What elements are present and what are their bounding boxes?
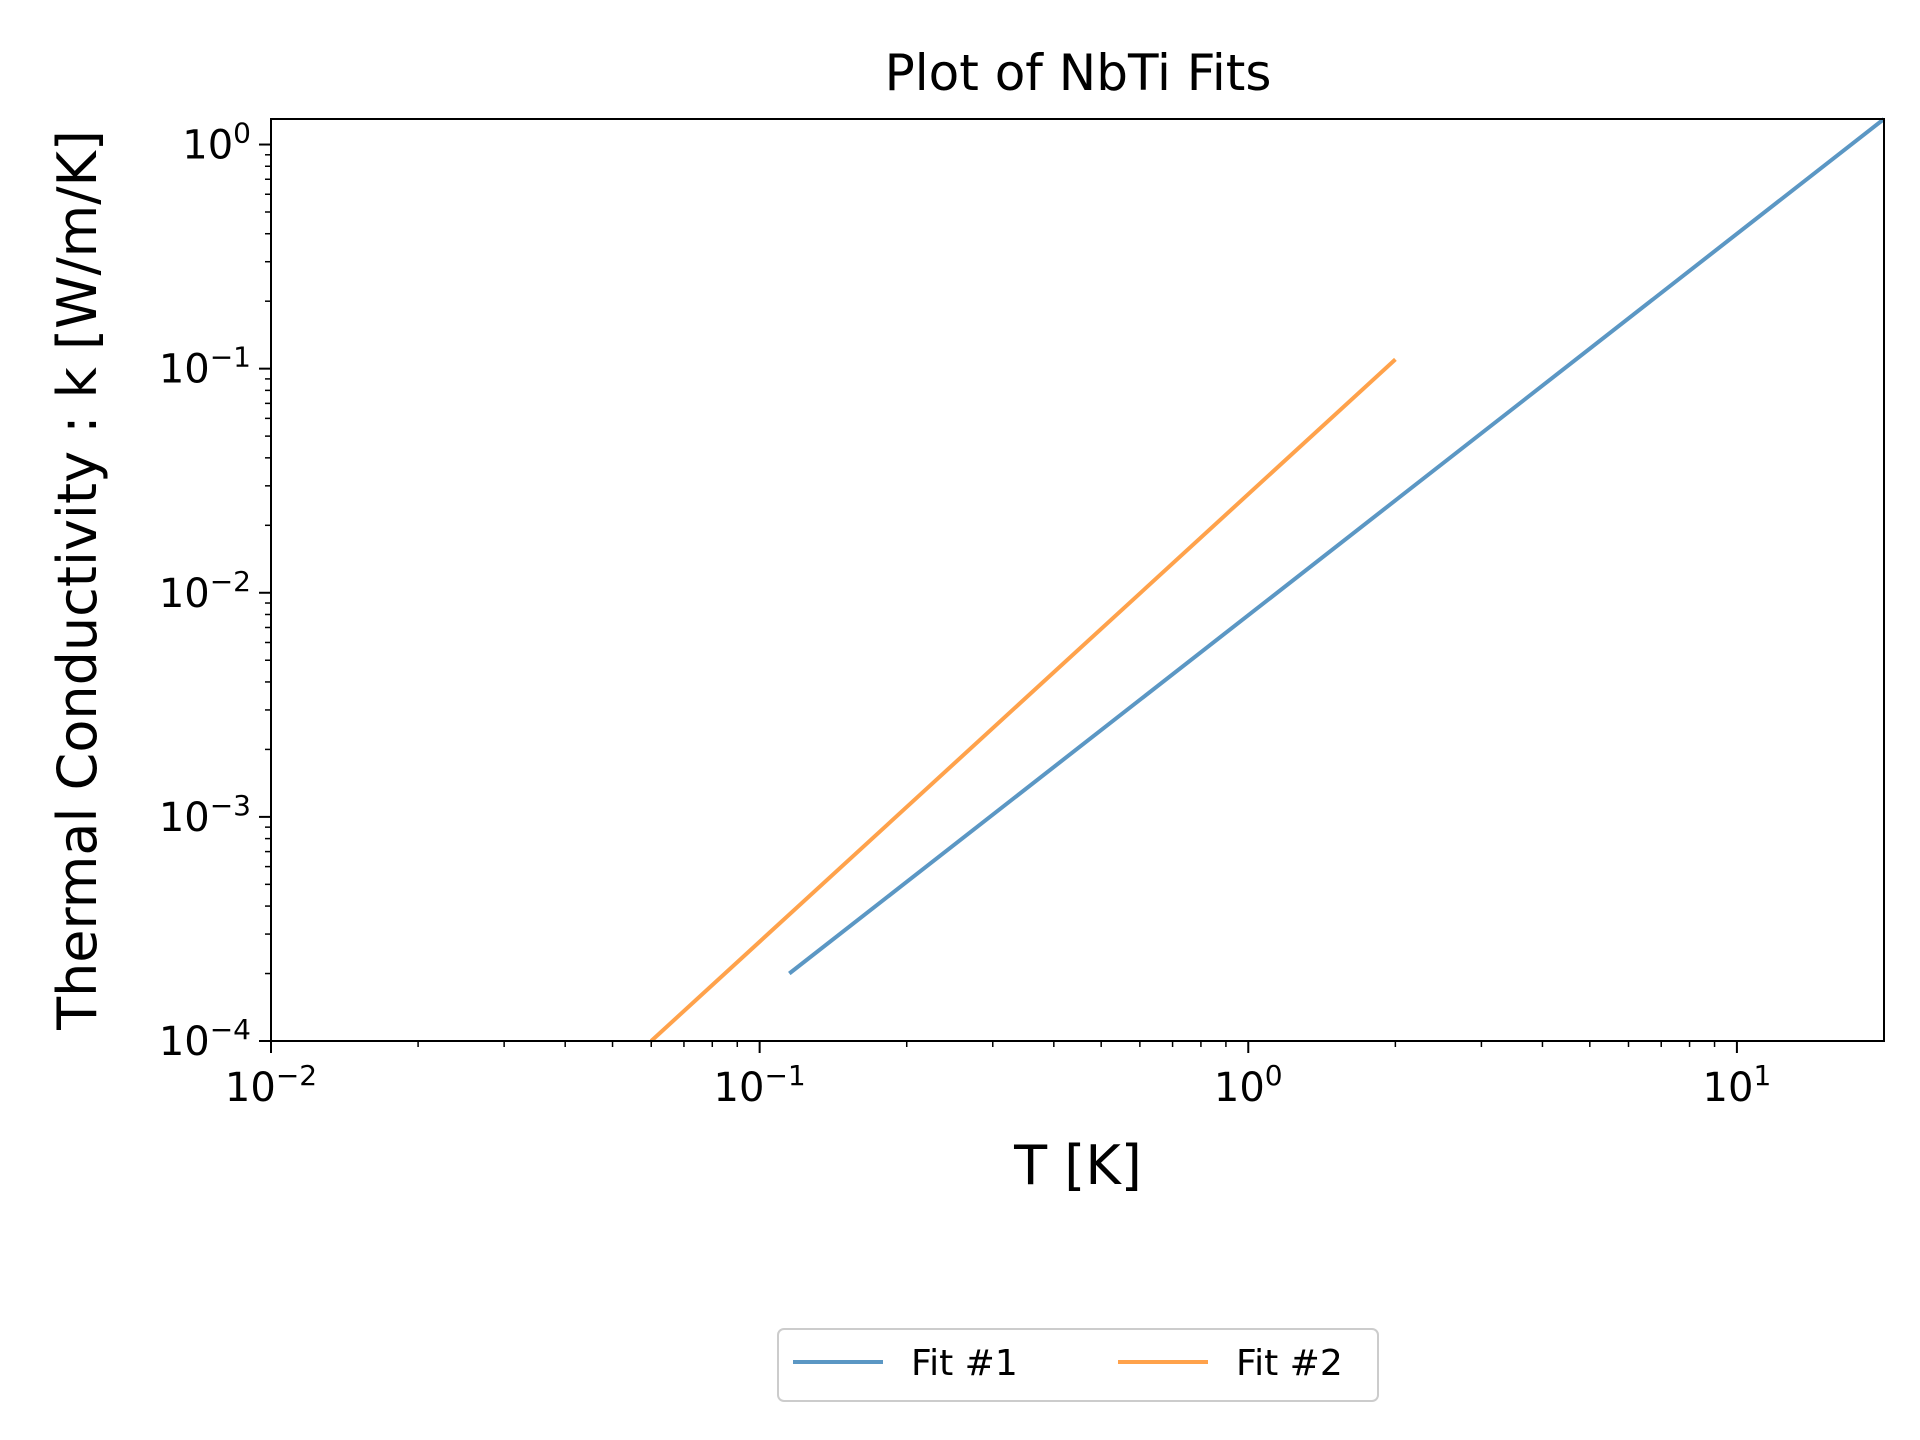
y-tick-label: 10−4 (159, 1013, 251, 1065)
legend-label-fit-2: Fit #2 (1236, 1343, 1343, 1384)
plot-area (270, 117, 1886, 1043)
series-line-fit-1 (788, 117, 1886, 976)
legend-label-fit-1: Fit #1 (911, 1343, 1018, 1384)
axes-frame (270, 118, 1885, 1042)
y-axis: 10−4 10−3 10−2 10−1 100 (159, 117, 271, 1065)
legend-box (777, 1328, 1379, 1402)
series-layer (649, 117, 1886, 1043)
y-tick-label: 10−1 (159, 341, 251, 393)
x-tick-label: 100 (1214, 1059, 1283, 1111)
x-tick-label: 10−2 (225, 1059, 317, 1111)
x-tick-label: 10−1 (714, 1059, 806, 1111)
y-tick-label: 10−2 (159, 565, 251, 617)
y-axis-label: Thermal Conductivity : k [W/m/K] (46, 130, 109, 1031)
x-axis-label: T [K] (1013, 1134, 1142, 1197)
series-line-fit-2 (649, 357, 1397, 1043)
x-axis: 10−2 10−1 100 101 (225, 1041, 1771, 1111)
legend: Fit #1 Fit #2 (777, 1328, 1379, 1402)
y-tick-label: 100 (182, 117, 251, 169)
chart-title: Plot of NbTi Fits (885, 44, 1272, 102)
y-tick-label: 10−3 (159, 789, 251, 841)
x-tick-label: 101 (1703, 1059, 1772, 1111)
